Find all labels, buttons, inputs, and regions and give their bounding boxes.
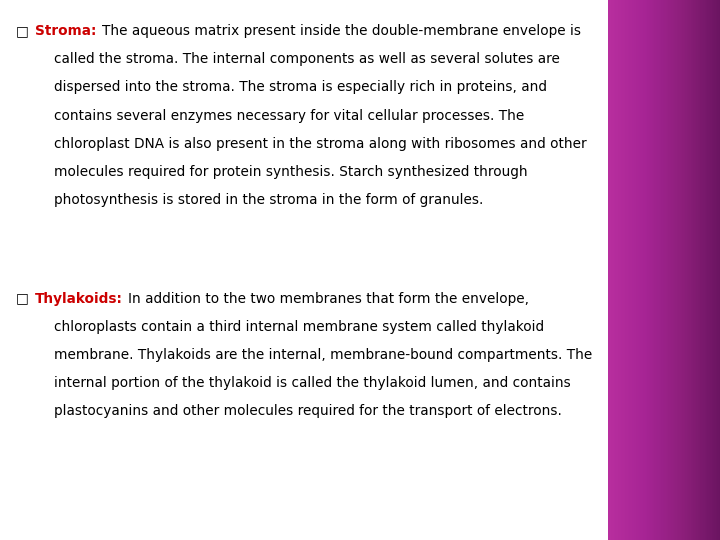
Bar xyxy=(680,0,683,540)
Bar xyxy=(625,0,628,540)
Bar xyxy=(650,0,653,540)
Bar xyxy=(685,0,688,540)
Bar xyxy=(698,0,701,540)
Bar xyxy=(696,0,699,540)
Bar xyxy=(689,0,692,540)
Text: Thylakoids:: Thylakoids: xyxy=(35,292,122,306)
Bar xyxy=(671,0,674,540)
Bar xyxy=(629,0,632,540)
Bar xyxy=(616,0,618,540)
Bar xyxy=(641,0,644,540)
Bar xyxy=(695,0,698,540)
Bar xyxy=(665,0,667,540)
Bar xyxy=(702,0,705,540)
Text: membrane. Thylakoids are the internal, membrane-bound compartments. The: membrane. Thylakoids are the internal, m… xyxy=(54,348,593,362)
Bar xyxy=(713,0,716,540)
Bar xyxy=(687,0,689,540)
Text: In addition to the two membranes that form the envelope,: In addition to the two membranes that fo… xyxy=(128,292,529,306)
Bar xyxy=(613,0,616,540)
Bar xyxy=(653,0,656,540)
Bar xyxy=(663,0,665,540)
Bar xyxy=(705,0,708,540)
Bar xyxy=(662,0,665,540)
Bar xyxy=(660,0,663,540)
Text: □: □ xyxy=(16,292,29,306)
Bar xyxy=(644,0,647,540)
Bar xyxy=(677,0,680,540)
Bar xyxy=(642,0,644,540)
Bar xyxy=(654,0,657,540)
Text: called the stroma. The internal components as well as several solutes are: called the stroma. The internal componen… xyxy=(54,52,560,66)
Bar xyxy=(681,0,684,540)
Bar xyxy=(619,0,622,540)
Bar xyxy=(610,0,613,540)
Bar xyxy=(688,0,690,540)
Bar xyxy=(670,0,672,540)
Bar xyxy=(706,0,709,540)
Bar xyxy=(675,0,678,540)
Bar xyxy=(716,0,719,540)
Text: plastocyanins and other molecules required for the transport of electrons.: plastocyanins and other molecules requir… xyxy=(54,404,562,418)
Bar xyxy=(639,0,642,540)
Text: dispersed into the stroma. The stroma is especially rich in proteins, and: dispersed into the stroma. The stroma is… xyxy=(54,80,547,94)
Bar xyxy=(711,0,714,540)
Text: molecules required for protein synthesis. Starch synthesized through: molecules required for protein synthesis… xyxy=(54,165,528,179)
Bar xyxy=(608,0,611,540)
Text: contains several enzymes necessary for vital cellular processes. The: contains several enzymes necessary for v… xyxy=(54,109,524,123)
Bar xyxy=(657,0,660,540)
Bar xyxy=(708,0,711,540)
Bar xyxy=(635,0,638,540)
Bar xyxy=(717,0,720,540)
Bar xyxy=(647,0,650,540)
Bar xyxy=(611,0,614,540)
Bar xyxy=(624,0,626,540)
Bar xyxy=(693,0,696,540)
Text: The aqueous matrix present inside the double-membrane envelope is: The aqueous matrix present inside the do… xyxy=(102,24,581,38)
Bar xyxy=(626,0,629,540)
Bar xyxy=(652,0,654,540)
Bar xyxy=(692,0,695,540)
Bar xyxy=(710,0,713,540)
Bar xyxy=(703,0,706,540)
Bar xyxy=(668,0,671,540)
Bar xyxy=(631,0,634,540)
Bar xyxy=(667,0,670,540)
Bar xyxy=(719,0,720,540)
Bar xyxy=(656,0,659,540)
Bar xyxy=(617,0,620,540)
Bar xyxy=(701,0,703,540)
Text: chloroplasts contain a third internal membrane system called thylakoid: chloroplasts contain a third internal me… xyxy=(54,320,544,334)
Bar xyxy=(638,0,641,540)
Text: chloroplast DNA is also present in the stroma along with ribosomes and other: chloroplast DNA is also present in the s… xyxy=(54,137,587,151)
Text: photosynthesis is stored in the stroma in the form of granules.: photosynthesis is stored in the stroma i… xyxy=(54,193,483,207)
Bar xyxy=(646,0,649,540)
Bar xyxy=(628,0,631,540)
Bar xyxy=(674,0,677,540)
Bar xyxy=(614,0,617,540)
Text: □: □ xyxy=(16,24,29,38)
Bar xyxy=(618,0,621,540)
Bar xyxy=(683,0,685,540)
Bar xyxy=(708,0,711,540)
Bar xyxy=(621,0,624,540)
Bar xyxy=(690,0,693,540)
Bar xyxy=(636,0,639,540)
Bar xyxy=(659,0,662,540)
Bar xyxy=(632,0,635,540)
Text: internal portion of the thylakoid is called the thylakoid lumen, and contains: internal portion of the thylakoid is cal… xyxy=(54,376,571,390)
Bar xyxy=(684,0,687,540)
Bar xyxy=(665,0,668,540)
Bar xyxy=(714,0,717,540)
Bar xyxy=(622,0,625,540)
Bar xyxy=(634,0,636,540)
Bar xyxy=(672,0,675,540)
Bar xyxy=(649,0,652,540)
Text: Stroma:: Stroma: xyxy=(35,24,96,38)
Bar xyxy=(699,0,702,540)
Bar xyxy=(643,0,646,540)
Bar xyxy=(678,0,681,540)
